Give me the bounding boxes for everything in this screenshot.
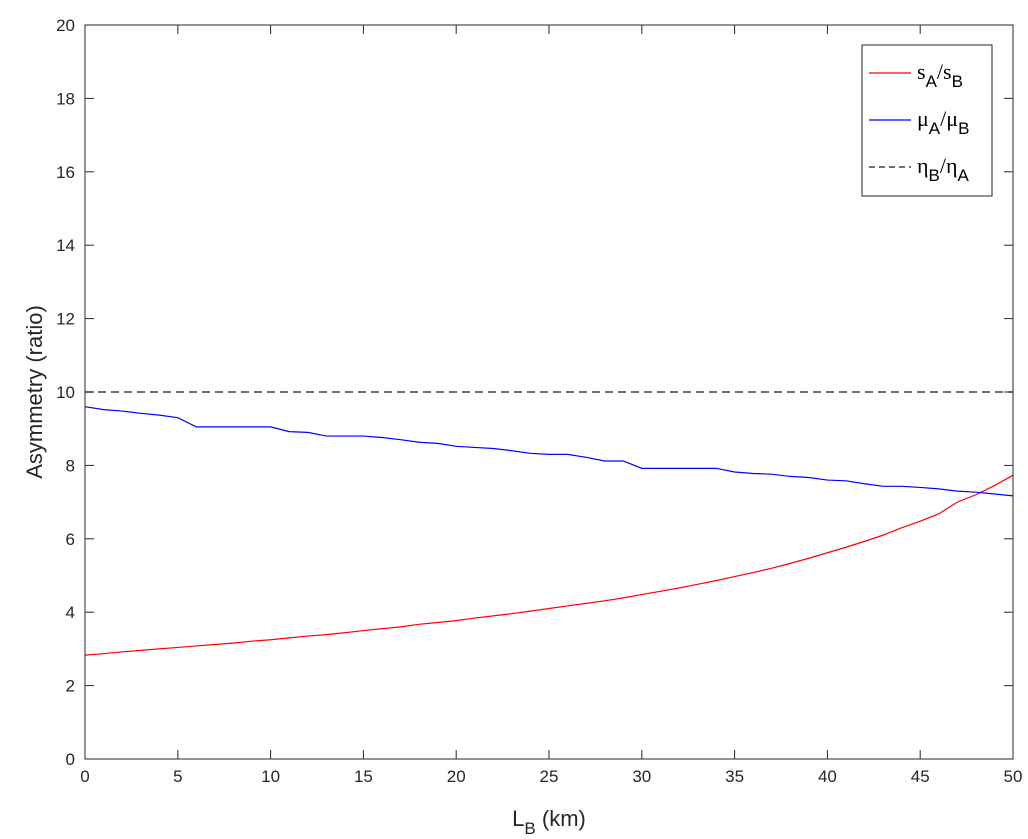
legend-label-eta: ηB/ηA bbox=[917, 153, 970, 185]
legend-label-s: sA/sB bbox=[917, 59, 963, 91]
x-tick-label: 0 bbox=[80, 767, 89, 786]
tick-layer: 0 5 10 15 20 25 30 35 40 45 50 0 2 4 6 8 10 12 14 16 18 20 bbox=[56, 16, 1022, 786]
series-line-s bbox=[84, 474, 1014, 656]
y-tick-label: 6 bbox=[66, 530, 75, 549]
x-tick-label: 50 bbox=[1004, 767, 1023, 786]
y-tick-label: 2 bbox=[66, 677, 75, 696]
y-tick-label: 12 bbox=[56, 310, 75, 329]
x-tick-label: 20 bbox=[447, 767, 466, 786]
legend-entries: sA/sB μA/μB ηB/ηA bbox=[869, 59, 970, 185]
y-tick-label: 0 bbox=[66, 750, 75, 769]
x-tick-label: 30 bbox=[632, 767, 651, 786]
y-tick-label: 10 bbox=[56, 383, 75, 402]
x-tick-label: 5 bbox=[173, 767, 182, 786]
y-tick-label: 18 bbox=[56, 89, 75, 108]
x-tick-label: 35 bbox=[725, 767, 744, 786]
y-tick-label: 8 bbox=[66, 456, 75, 475]
x-tick-label: 40 bbox=[818, 767, 837, 786]
y-tick-label: 16 bbox=[56, 163, 75, 182]
series-line-mu bbox=[84, 406, 1014, 497]
series-layer bbox=[84, 391, 1014, 656]
y-tick-label: 4 bbox=[66, 603, 75, 622]
legend: sA/sB μA/μB ηB/ηA bbox=[861, 44, 993, 197]
legend-label-mu: μA/μB bbox=[917, 106, 969, 138]
x-tick-label: 15 bbox=[354, 767, 373, 786]
y-tick-label: 14 bbox=[56, 236, 75, 255]
y-axis-label: Asymmetry (ratio) bbox=[22, 305, 47, 479]
y-tick-label: 20 bbox=[56, 16, 75, 35]
x-tick-label: 10 bbox=[261, 767, 280, 786]
x-tick-label: 45 bbox=[911, 767, 930, 786]
x-tick-label: 25 bbox=[540, 767, 559, 786]
x-axis-label: LB (km) bbox=[512, 806, 586, 838]
